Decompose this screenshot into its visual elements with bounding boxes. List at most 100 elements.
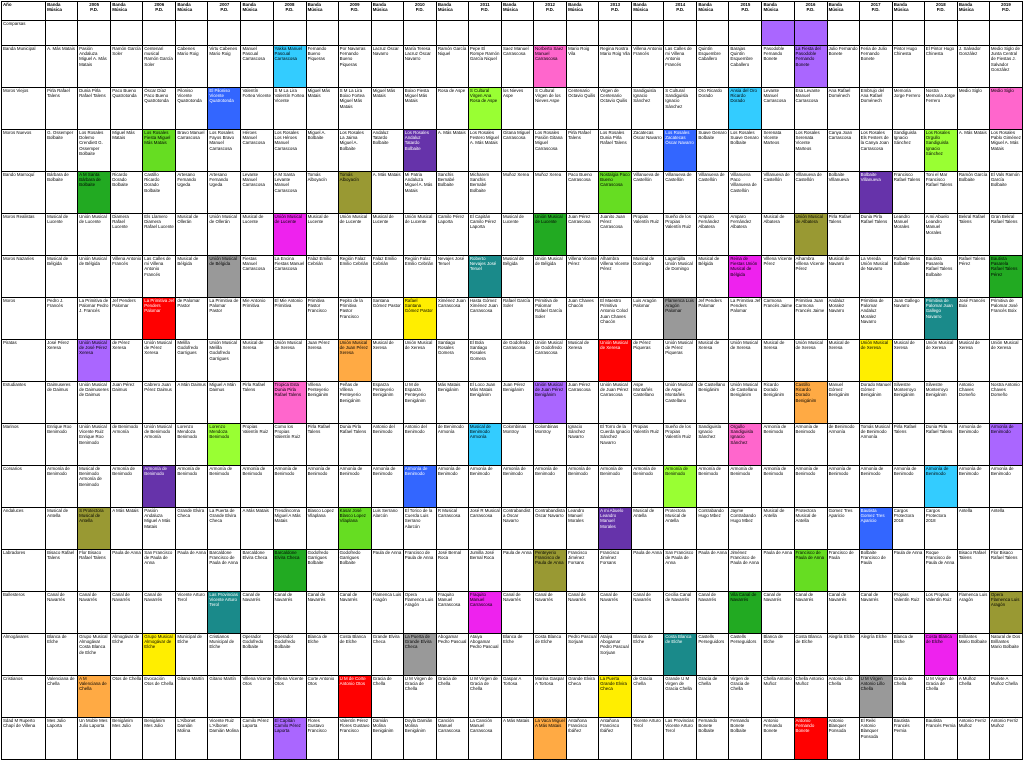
pd-cell: Bautista Francés Pernia — [923, 717, 958, 760]
comparsa-name: Marinos — [0, 423, 47, 466]
banda-cell: Sandiguisla Ignacio Sánchez — [631, 87, 665, 130]
pd-cell: Yakka Manuel Pascual Carrascosa — [272, 45, 307, 88]
pd-cell: Posete A Muñoz Chella — [988, 675, 1024, 718]
banda-cell: Armonía de Benimodo — [370, 465, 404, 508]
banda-cell: Armonía de Benimodo — [956, 423, 990, 466]
banda-cell: Fraquito Manuel Carrascosa — [435, 591, 469, 634]
pd-cell: Alhambra Villena Vicente Pérez — [598, 255, 633, 298]
pd-cell: Unión Musical de Godofredo Carrascosa — [533, 339, 568, 382]
banda-cell — [696, 20, 730, 46]
pd-cell: Tresdincorna Miguel A Más Matais — [272, 507, 307, 550]
pd-cell: El Mie Antonio Primitiva — [272, 297, 307, 340]
banda-cell: Antella — [956, 507, 990, 550]
pd-cell: Esa Levante Manuel Carrascosa — [793, 87, 828, 130]
year-label: 2018 — [935, 2, 946, 8]
pd-cell: Región Falaz Emilio Cebrián — [337, 255, 372, 298]
banda-cell: Armonía de Benimodo — [240, 465, 274, 508]
banda-cell: Bekral Rafael Talens — [956, 213, 990, 256]
banda-cell: Oro Ricardo Dorado — [696, 87, 730, 130]
pd-cell: El Pintor Hugo Chinesta — [923, 45, 958, 88]
banda-header: Banda Música — [240, 1, 274, 21]
banda-cell: Paula de Anna — [631, 549, 665, 592]
banda-cell: Antonio Ferriz Muñoz — [956, 717, 990, 760]
pd-cell: Unión Musical de Xeresa — [272, 339, 307, 382]
banda-cell: Operador Godofredo Bolbaite — [240, 633, 274, 676]
banda-cell: Sandiguisla Ignacio Sánchez — [891, 129, 925, 172]
pd-cell: A M Santa Bárbara de Bolbaite — [77, 171, 112, 214]
pd-cell: Reina de Fiestas Unión Musical de Bélgid… — [728, 255, 763, 298]
year-header: 2007 P.D. — [207, 1, 242, 21]
banda-cell: Musical de Antella — [631, 507, 665, 550]
pd-cell: Nostra Antonio Chaves Domeño — [988, 381, 1024, 424]
pd-cell: Doyla Damián Molina Benigánim — [402, 717, 437, 760]
pd-cell: Grupo Musical Almogávar de Elche — [142, 633, 177, 676]
pd-cell: Unión Musical de Xeresa — [923, 339, 958, 382]
pd-cell: José R Musical Carrascosa — [467, 507, 502, 550]
banda-cell: Villena Vicente Pérez — [566, 255, 600, 298]
table-row: Labradores Bisaco Rafael Talens Flor Bisac… — [0, 549, 1024, 592]
banda-cell: Leandro Manuel Morales — [566, 507, 600, 550]
pd-cell: Primitiva de Palomar Andaluz Moralez Nav… — [858, 297, 893, 340]
pd-cell — [77, 20, 112, 46]
banda-cell: José Pérez Xeresa — [45, 339, 79, 382]
banda-cell: Blanca de Elche — [500, 633, 535, 676]
banda-header: Banda Música — [631, 1, 665, 21]
banda-cell: Antonio del Benimodo — [370, 423, 404, 466]
year-label: 2008 — [284, 2, 295, 8]
banda-cell: Canal de Navarrés — [631, 591, 665, 634]
pd-cell: Protectora Musical de Antella — [793, 507, 828, 550]
banda-cell: Armonía de Benimodo — [761, 465, 795, 508]
pd-cell: Francisco Jiménez Forsans — [598, 549, 633, 592]
banda-cell — [826, 20, 860, 46]
pd-cell: Penteyerio Francisco de Paula de Anna — [533, 549, 568, 592]
pd-cell: Los Rosales Festero Miguel A. Más Matais — [467, 129, 502, 172]
year-header: 2014 P.D. — [663, 1, 698, 21]
pd-label: P.D. — [611, 7, 620, 13]
pd-cell: Dunia Pirla Rafael Talens — [337, 423, 372, 466]
banda-cell: Camilo Pérez Laporta — [435, 213, 469, 256]
banda-cell: Musical de Xeresa — [891, 339, 925, 382]
pd-cell: Vicente Ruiz L'Albonet Damián Molina — [207, 717, 242, 760]
banda-cell: Propias Valentín Ruiz — [891, 591, 925, 634]
year-header: 2019 P.D. — [988, 1, 1024, 21]
banda-cell: Vicente Arturo Terol — [175, 591, 209, 634]
comparsa-name: Moros Nazaríes — [0, 255, 47, 298]
banda-cell: Villanueva de Castellón — [696, 171, 730, 214]
pd-cell: Unión Musical de Xeresa — [598, 339, 633, 382]
pd-cell: Los Propias Valentín Ruiz — [923, 591, 958, 634]
banda-cell: Cabenes Mario Roig — [175, 45, 209, 88]
comparsa-name: Andaluces — [0, 507, 47, 550]
pd-cell: Ansia del Oro Ricardo Dorado — [728, 87, 763, 130]
pd-cell: Los Rosales Los Héroes Manuel Carrascosa — [272, 129, 307, 172]
banda-cell — [110, 20, 144, 46]
banda-cell: Gracia de Chella — [435, 675, 469, 718]
banda-cell: Canal de Navarrés — [566, 591, 600, 634]
pd-cell: Lorenzo Mendoza Benimodo — [207, 423, 242, 466]
pd-cell: Grande U M Virgen de Gracia Chella — [663, 675, 698, 718]
banda-cell: Canción Manuel Carrascosa — [435, 717, 469, 760]
pd-cell: Armonía de Benimodo — [598, 465, 633, 508]
pd-cell: Unión Musical de Bélgida — [533, 255, 568, 298]
pd-cell: A M Valenciana de Chella — [77, 675, 112, 718]
pd-cell: Canal de Navarrés — [272, 591, 307, 634]
banda-cell: Paula de Anna — [110, 549, 144, 592]
pd-cell: Los Rosales Pablo Giménez Miguel A. Más … — [988, 129, 1024, 172]
banda-header: Banda Música — [175, 1, 209, 21]
pd-cell: Castillo Ricardo Dorado Bolbaite — [142, 171, 177, 214]
banda-cell: Mario Roig Vila — [566, 45, 600, 88]
banda-cell: Canya Joan Carrascosa — [826, 129, 860, 172]
banda-cell: Jef Penders Palomar — [110, 297, 144, 340]
pd-cell: Rafael Santana Gómez Pastor — [402, 297, 437, 340]
pd-cell: Primitiva de Palomar José Francés Boix — [988, 297, 1024, 340]
pd-cell: Centenari musical Ramón García Soler — [142, 45, 177, 88]
pd-cell: Unión Musical de Bélgida — [77, 255, 112, 298]
banda-cell: Canal de Navarrés — [826, 591, 860, 634]
banda-header: Banda Música — [435, 1, 469, 21]
table-row: Banda Municipal A. Más Matais Pasión Andal… — [0, 45, 1024, 88]
pd-cell: Villanueva Paco Villanueva de Castellón — [728, 171, 763, 214]
pd-cell: Villanueva de Castellón — [663, 171, 698, 214]
pd-cell: Cecilia Canal de Navarrés — [663, 591, 698, 634]
banda-cell: José Francés Boix — [956, 297, 990, 340]
banda-cell: Abogamar Pedro Pascual — [435, 633, 469, 676]
header-row: Año Banda Música 2005 P.D. Banda Música 2006… — [0, 1, 1024, 21]
